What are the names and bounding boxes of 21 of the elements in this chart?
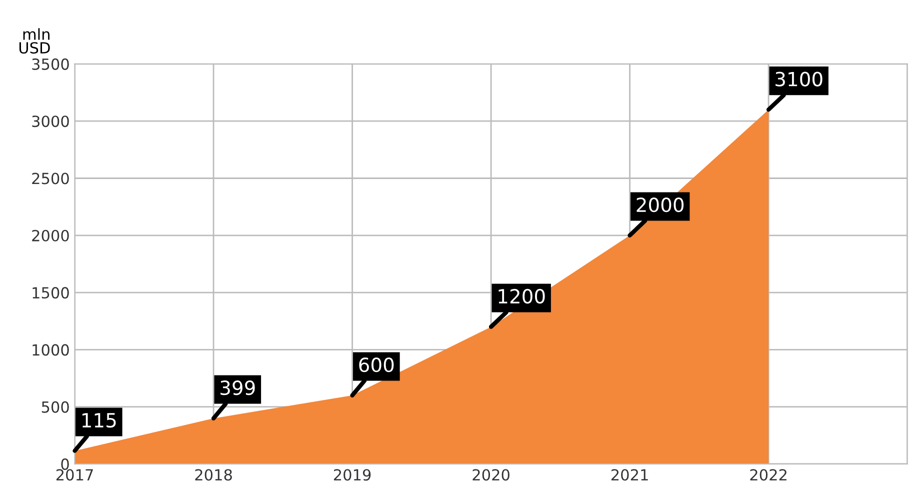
y-tick-label: 0: [61, 458, 69, 470]
x-tick-label: 2018: [195, 469, 232, 481]
y-tick-label: 2000: [32, 230, 69, 242]
x-tick-label: 2019: [334, 469, 371, 481]
y-axis-title: mln USD: [19, 28, 50, 54]
data-label: 115: [82, 413, 116, 428]
data-label: 399: [220, 380, 255, 396]
y-tick-label: 1000: [32, 344, 69, 356]
data-label: 2000: [636, 197, 684, 212]
y-tick-label: 2500: [32, 172, 69, 184]
y-tick-label: 3500: [32, 58, 69, 70]
data-label: 3100: [776, 72, 822, 86]
x-tick-label: 2022: [750, 469, 786, 481]
y-tick-label: 3000: [32, 116, 69, 128]
y-tick-label: 1500: [32, 286, 69, 299]
data-label: 600: [359, 357, 394, 372]
x-tick-label: 2017: [56, 469, 93, 481]
data-label: 1200: [498, 288, 545, 304]
x-tick-label: 2021: [611, 469, 648, 481]
y-tick-label: 500: [42, 401, 69, 413]
x-tick-label: 2020: [472, 469, 510, 481]
